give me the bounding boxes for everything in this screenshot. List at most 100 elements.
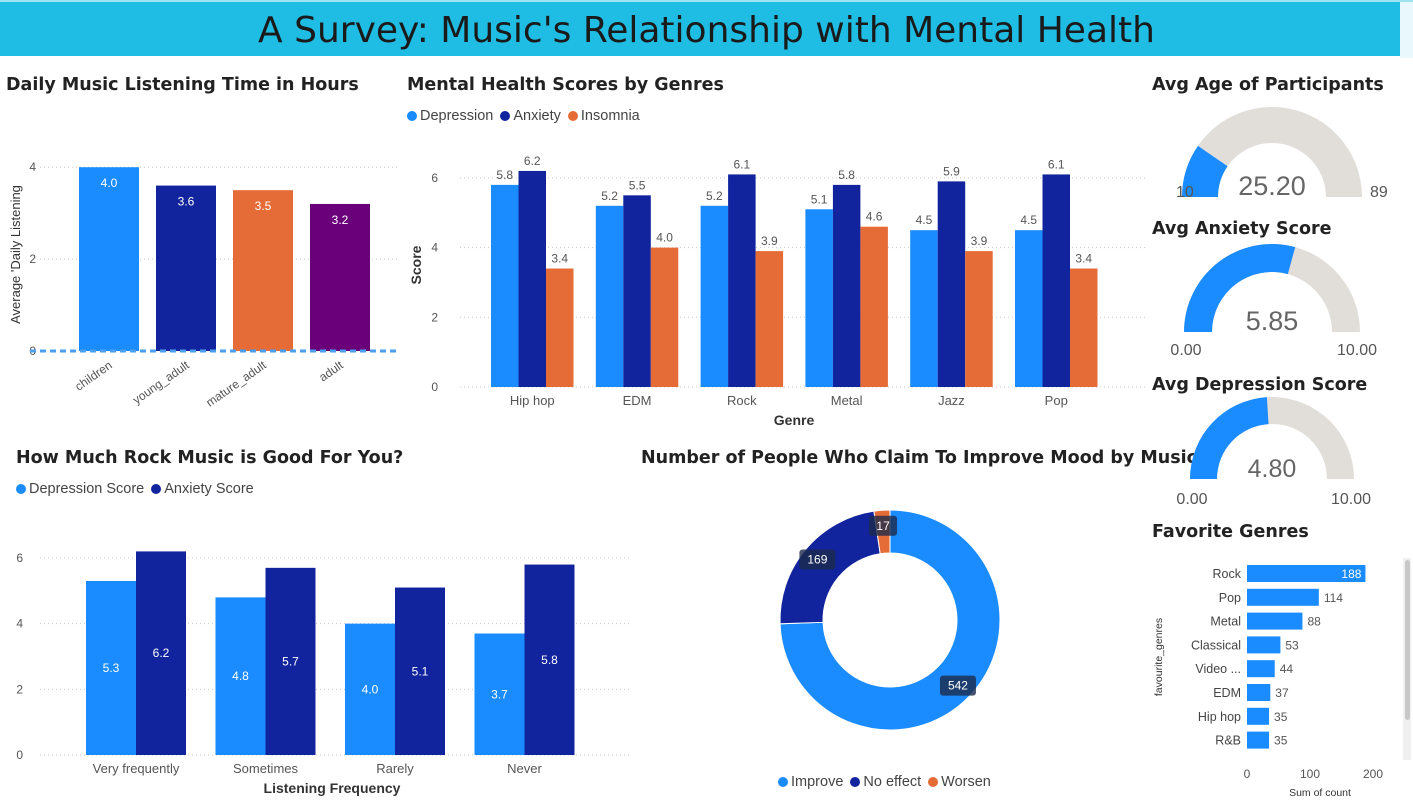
data-label: 37 xyxy=(1275,686,1289,700)
legend-depression-score[interactable]: Depression Score xyxy=(16,481,144,497)
bar xyxy=(1247,707,1270,725)
y-axis-label: favourite_genres xyxy=(1153,618,1165,696)
bar xyxy=(518,170,546,387)
y-tick-label: Hip hop xyxy=(1198,710,1241,724)
genre-scores-legend[interactable]: Depression Anxiety Insomnia xyxy=(407,108,647,124)
legend-improve[interactable]: Improve xyxy=(778,774,843,790)
y-tick-label: 4 xyxy=(29,160,36,174)
donut-slice xyxy=(779,509,1001,731)
bar xyxy=(79,167,139,351)
data-label: 3.6 xyxy=(178,195,195,209)
legend-insomnia[interactable]: Insomnia xyxy=(567,108,640,124)
gauge-anxiety-title: Avg Anxiety Score xyxy=(1152,219,1332,239)
daily-listening-chart[interactable]: 0244.0children3.6young_adult3.5mature_ad… xyxy=(0,130,410,410)
legend-dot xyxy=(500,111,511,121)
gauge-fill xyxy=(1184,244,1296,332)
gauge-max-label: 10.00 xyxy=(1331,491,1371,508)
bar xyxy=(1247,684,1271,701)
bar xyxy=(474,633,525,755)
data-label: 17 xyxy=(876,519,890,533)
data-label: 3.5 xyxy=(255,199,272,213)
favorite-genres-title: Favorite Genres xyxy=(1152,522,1309,542)
legend-worsen[interactable]: Worsen xyxy=(928,774,991,790)
y-tick-label: Rock xyxy=(1213,567,1242,581)
mood-legend[interactable]: Improve No effect Worsen xyxy=(778,774,998,790)
data-label: 3.7 xyxy=(491,687,508,701)
bar xyxy=(215,597,266,755)
data-label: 542 xyxy=(948,679,968,693)
gauge-age-title: Avg Age of Participants xyxy=(1152,75,1384,95)
title-banner: A Survey: Music's Relationship with Ment… xyxy=(0,0,1413,58)
data-label: 5.1 xyxy=(811,192,828,206)
x-tick-label: young_adult xyxy=(130,358,192,407)
data-label: 188 xyxy=(1341,567,1361,581)
bar xyxy=(755,251,784,387)
dashboard-title: A Survey: Music's Relationship with Ment… xyxy=(258,10,1155,51)
data-label: 4.6 xyxy=(866,210,883,224)
y-tick-label: 6 xyxy=(16,551,23,565)
y-tick-label: 6 xyxy=(431,171,438,185)
y-tick-label: 0 xyxy=(16,748,23,762)
rock-listening-chart[interactable]: 0 2 4 6 5.3 6.2 Very frequently 4.8 5.7 Sometimes… xyxy=(0,525,640,801)
bar xyxy=(595,205,624,387)
legend-label: Improve xyxy=(791,774,844,790)
x-tick-label: children xyxy=(72,358,114,394)
legend-label: Anxiety Score xyxy=(164,481,254,497)
scrollbar-thumb[interactable] xyxy=(1405,560,1410,720)
bar xyxy=(623,195,651,387)
legend-no-effect[interactable]: No effect xyxy=(850,774,921,790)
genre-scores-chart[interactable]: 0 2 4 6 5.8 6.2 3.4 Hip hop 5.2 5.5 4.0 EDM 5.2 6.1 3.… xyxy=(400,140,1145,435)
bar xyxy=(310,203,370,351)
data-label-bg xyxy=(799,549,836,570)
gauge-fill xyxy=(1182,145,1228,197)
data-label: 5.3 xyxy=(103,661,120,675)
x-tick-label: mature_adult xyxy=(203,358,269,410)
data-label: 4.0 xyxy=(656,231,673,245)
bar xyxy=(156,185,216,351)
legend-dot xyxy=(850,777,861,787)
y-tick-label: 4 xyxy=(431,241,438,255)
x-axis-label: Listening Frequency xyxy=(264,780,401,796)
age-gauge[interactable]: 25.20 10 89 xyxy=(1160,100,1400,205)
legend-anxiety-score[interactable]: Anxiety Score xyxy=(151,481,254,497)
data-label: 3.9 xyxy=(971,234,988,248)
data-label: 5.1 xyxy=(412,664,429,678)
data-label: 4.5 xyxy=(1020,213,1037,227)
gauge-value: 25.20 xyxy=(1238,171,1306,201)
y-tick-label: R&B xyxy=(1215,734,1241,748)
data-label: 6.1 xyxy=(1048,157,1065,171)
gauge-min-label: 10 xyxy=(1176,184,1194,201)
bar xyxy=(546,268,574,387)
bar xyxy=(345,623,395,755)
legend-dot xyxy=(567,111,578,121)
rock-legend[interactable]: Depression Score Anxiety Score xyxy=(16,481,261,497)
bar xyxy=(395,587,445,755)
data-label: 5.2 xyxy=(601,189,618,203)
x-tick-label: Rock xyxy=(727,393,757,408)
gauge-min-label: 0.00 xyxy=(1170,342,1201,359)
y-tick-label: EDM xyxy=(1213,686,1241,700)
data-label: 3.2 xyxy=(332,213,349,227)
legend-depression[interactable]: Depression xyxy=(407,108,493,124)
depression-gauge[interactable]: 4.80 0.00 10.00 xyxy=(1160,396,1400,511)
data-label: 114 xyxy=(1324,591,1343,605)
x-tick-label: 200 xyxy=(1363,767,1383,781)
y-tick-label: Classical xyxy=(1191,638,1241,652)
mood-donut-chart[interactable]: 542 169 17 xyxy=(760,490,1020,750)
bar xyxy=(524,564,575,755)
bar xyxy=(1042,174,1070,387)
banner-edge xyxy=(1400,2,1413,58)
legend-anxiety[interactable]: Anxiety xyxy=(500,108,561,124)
data-label: 5.2 xyxy=(706,189,723,203)
anxiety-gauge[interactable]: 5.85 0.00 10.00 xyxy=(1160,242,1400,362)
data-label: 5.5 xyxy=(629,178,646,192)
gauge-max-label: 10.00 xyxy=(1337,342,1377,359)
bar xyxy=(728,174,756,387)
data-label: 6.2 xyxy=(153,646,170,660)
bar xyxy=(937,181,966,387)
bar xyxy=(233,190,293,351)
bar xyxy=(700,205,729,387)
bar xyxy=(1015,230,1043,387)
favorite-genres-chart[interactable]: Rock 188 Pop 114 Metal 88 Classical 53 Video ...… xyxy=(1148,555,1400,801)
bar xyxy=(965,251,993,387)
